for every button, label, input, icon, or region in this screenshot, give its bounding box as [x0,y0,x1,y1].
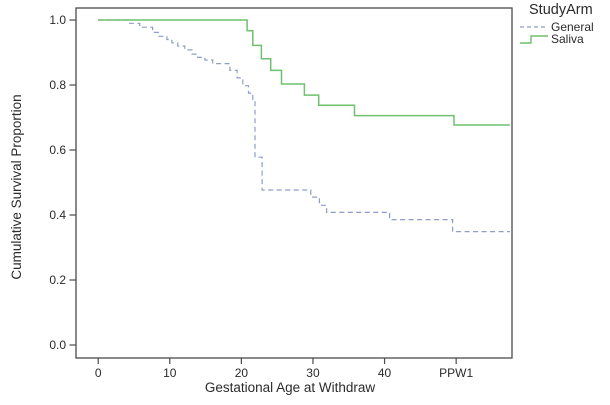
y-tick-label: 0.0 [49,338,66,352]
legend-item-general: General [519,20,594,34]
x-tick-label: 10 [163,366,177,380]
legend-item-saliva: Saliva [519,32,584,46]
series-general-curve [98,19,510,233]
legend-title: StudyArm [529,2,593,18]
x-tick-label: 0 [95,366,102,380]
series-saliva-curve [98,19,510,126]
y-tick-label: 0.2 [49,273,66,287]
legend-item-label-general: General [551,20,594,34]
x-tick-label: PPW1 [439,366,473,380]
x-tick-label: 20 [235,366,249,380]
y-tick-label: 0.8 [49,78,66,92]
y-tick-label: 1.0 [49,13,66,27]
y-tick-label: 0.6 [49,143,66,157]
y-tick-label: 0.4 [49,208,66,222]
y-axis-label: Cumulative Survival Proportion [9,94,24,279]
plot-frame [75,7,513,359]
x-tick-label: 30 [306,366,320,380]
legend-item-label-saliva: Saliva [551,32,584,46]
x-axis-label: Gestational Age at Withdraw [205,380,376,395]
saliva-step-line-icon [520,35,548,44]
legend: StudyArm General Saliva [519,2,609,46]
x-tick-label: 40 [378,366,392,380]
general-dashed-line-icon [520,26,548,28]
